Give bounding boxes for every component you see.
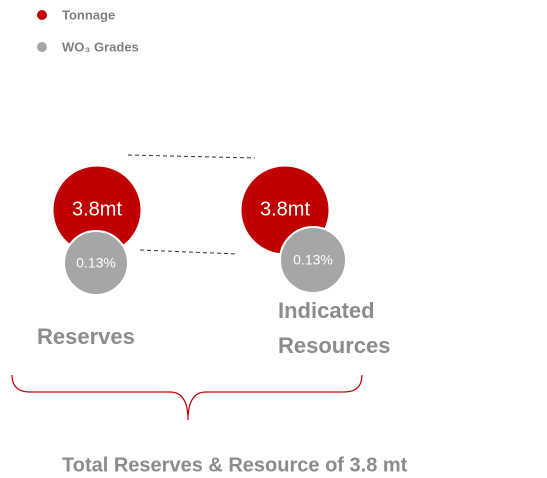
tonnage-label: 3.8mt (260, 198, 310, 220)
legend-dot (37, 10, 47, 20)
connector (139, 249, 239, 255)
legend-label: Tonnage (62, 7, 115, 22)
grade-circle (63, 230, 129, 296)
group-label: Indicated (278, 298, 375, 323)
grade-label: 0.13% (293, 252, 333, 268)
group-label: Reserves (37, 324, 135, 349)
tonnage-label: 3.8mt (72, 198, 122, 220)
summary: Total Reserves & Resource of 3.8 mt (62, 454, 408, 476)
brace (11, 374, 363, 421)
grade-label: 0.13% (76, 255, 116, 271)
connector (127, 154, 256, 159)
grade-circle (279, 226, 347, 294)
legend-dot (37, 42, 47, 52)
legend-label: WO₃ Grades (62, 39, 139, 54)
group-label: Resources (278, 333, 391, 358)
